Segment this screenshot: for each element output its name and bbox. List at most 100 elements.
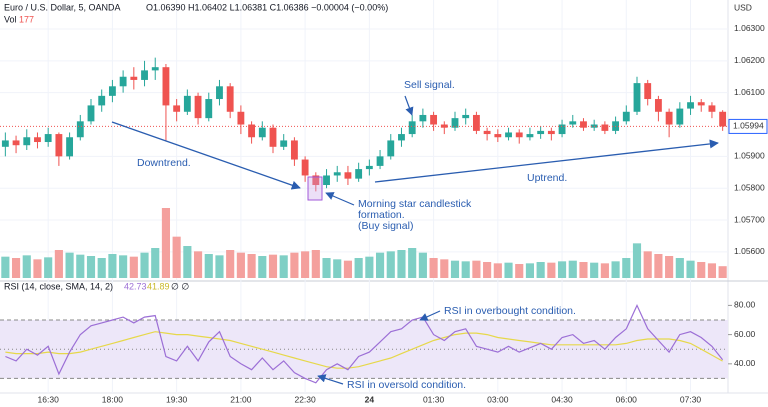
volume-bar (450, 260, 460, 278)
volume-bar (408, 248, 417, 278)
volume-bar (76, 254, 85, 278)
candle-body (194, 95, 202, 119)
candle-body (472, 114, 480, 131)
candle-body (130, 76, 138, 80)
volume-bar (418, 252, 427, 278)
annotation: Sell signal. (404, 79, 455, 91)
candle-body (323, 175, 330, 186)
y-tick-label: 1.05900 (734, 151, 765, 161)
volume-bar (215, 255, 224, 278)
x-tick-label: 06:00 (616, 394, 638, 404)
y-tick-label: 1.06200 (734, 55, 765, 65)
volume-bar (108, 254, 117, 278)
rsi-line (5, 303, 724, 384)
volume-bar (333, 259, 342, 278)
candle-body (108, 86, 116, 96)
volume-bar (11, 258, 21, 278)
candle-body (462, 114, 470, 119)
sell-arrow (404, 95, 414, 116)
candle-body (665, 111, 673, 125)
overbought-arrow (419, 310, 441, 321)
volume-bar (397, 250, 406, 278)
sma-readout: 41.89 (147, 281, 170, 291)
candle-body (408, 121, 416, 135)
candle-body (654, 99, 662, 112)
rsi-status: ∅ ∅ (171, 281, 189, 291)
ohlc-readout: O1.06390 H1.06402 L1.06381 C1.06386 −0.0… (146, 2, 388, 12)
volume-bar (193, 251, 203, 278)
candle-body (644, 83, 652, 100)
volume-bar (440, 259, 449, 278)
volume-bar (547, 262, 556, 278)
volume-bar (97, 258, 106, 278)
candle-body (12, 140, 20, 146)
volume-bar (632, 243, 642, 278)
volume-bar (579, 262, 588, 278)
x-tick-label: 21:00 (230, 394, 252, 404)
volume-readout: 177 (19, 14, 34, 24)
volume-bar (472, 260, 481, 278)
volume-bar (129, 256, 138, 278)
candle-body (237, 111, 245, 125)
volume-label: Vol (4, 14, 17, 24)
annotation: Downtrend. (137, 157, 191, 169)
volume-bar (568, 260, 577, 278)
volume-bar (654, 254, 663, 278)
volume-bar (375, 252, 385, 278)
symbol-title: Euro / U.S. Dollar, 5, OANDA (4, 2, 121, 12)
x-tick-label: 22:30 (294, 394, 316, 404)
volume-bar (1, 256, 10, 278)
candle-body (34, 137, 41, 143)
volume-bar (504, 262, 513, 278)
axis-unit: USD (734, 2, 752, 12)
candle-body (558, 124, 566, 135)
candle-body (365, 165, 373, 170)
candle-body (290, 140, 298, 160)
volume-bar (386, 251, 395, 278)
last-price-label: 1.05994 (733, 121, 764, 131)
candle-body (280, 140, 288, 147)
candle-body (387, 140, 395, 157)
volume-bar (279, 255, 288, 278)
volume-bar (611, 261, 620, 278)
x-tick-label: 04:30 (551, 394, 573, 404)
candle-body (23, 137, 31, 146)
y-tick-label: 1.06100 (734, 87, 765, 97)
y-tick-label: 1.06300 (734, 23, 765, 33)
volume-bar (493, 263, 502, 278)
volume-bar (365, 256, 374, 278)
candle-body (451, 118, 459, 128)
rsi-title: RSI (14, close, SMA, 14, 2) (4, 281, 113, 291)
volume-bar (697, 262, 706, 278)
candle-body (708, 105, 716, 112)
volume-bar (54, 250, 63, 278)
x-tick-label: 18:00 (102, 394, 124, 404)
volume-bar (172, 236, 181, 278)
y-tick-label: 1.05600 (734, 246, 765, 256)
x-tick-label: 24 (365, 394, 375, 404)
candle-body (547, 130, 555, 135)
volume-bar (354, 258, 363, 278)
volume-bar (86, 256, 96, 278)
volume-bar (536, 262, 545, 278)
candle-body (44, 134, 52, 143)
candle-body (151, 67, 159, 71)
candle-body (398, 134, 405, 141)
x-tick-label: 19:30 (166, 394, 188, 404)
volume-bar (140, 252, 149, 278)
volume-bar (65, 252, 74, 278)
candle-body (173, 105, 181, 112)
y-tick-label: 60.00 (734, 329, 756, 339)
volume-bar (33, 259, 42, 278)
candle-body (601, 124, 609, 131)
morning-star-box (307, 176, 323, 201)
candle-body (258, 127, 266, 138)
volume-bar (429, 258, 438, 278)
volume-bar (590, 262, 599, 278)
candle-body (419, 114, 427, 122)
volume-bar (665, 256, 674, 278)
candle-body (687, 102, 694, 109)
volume-bar (311, 250, 320, 278)
